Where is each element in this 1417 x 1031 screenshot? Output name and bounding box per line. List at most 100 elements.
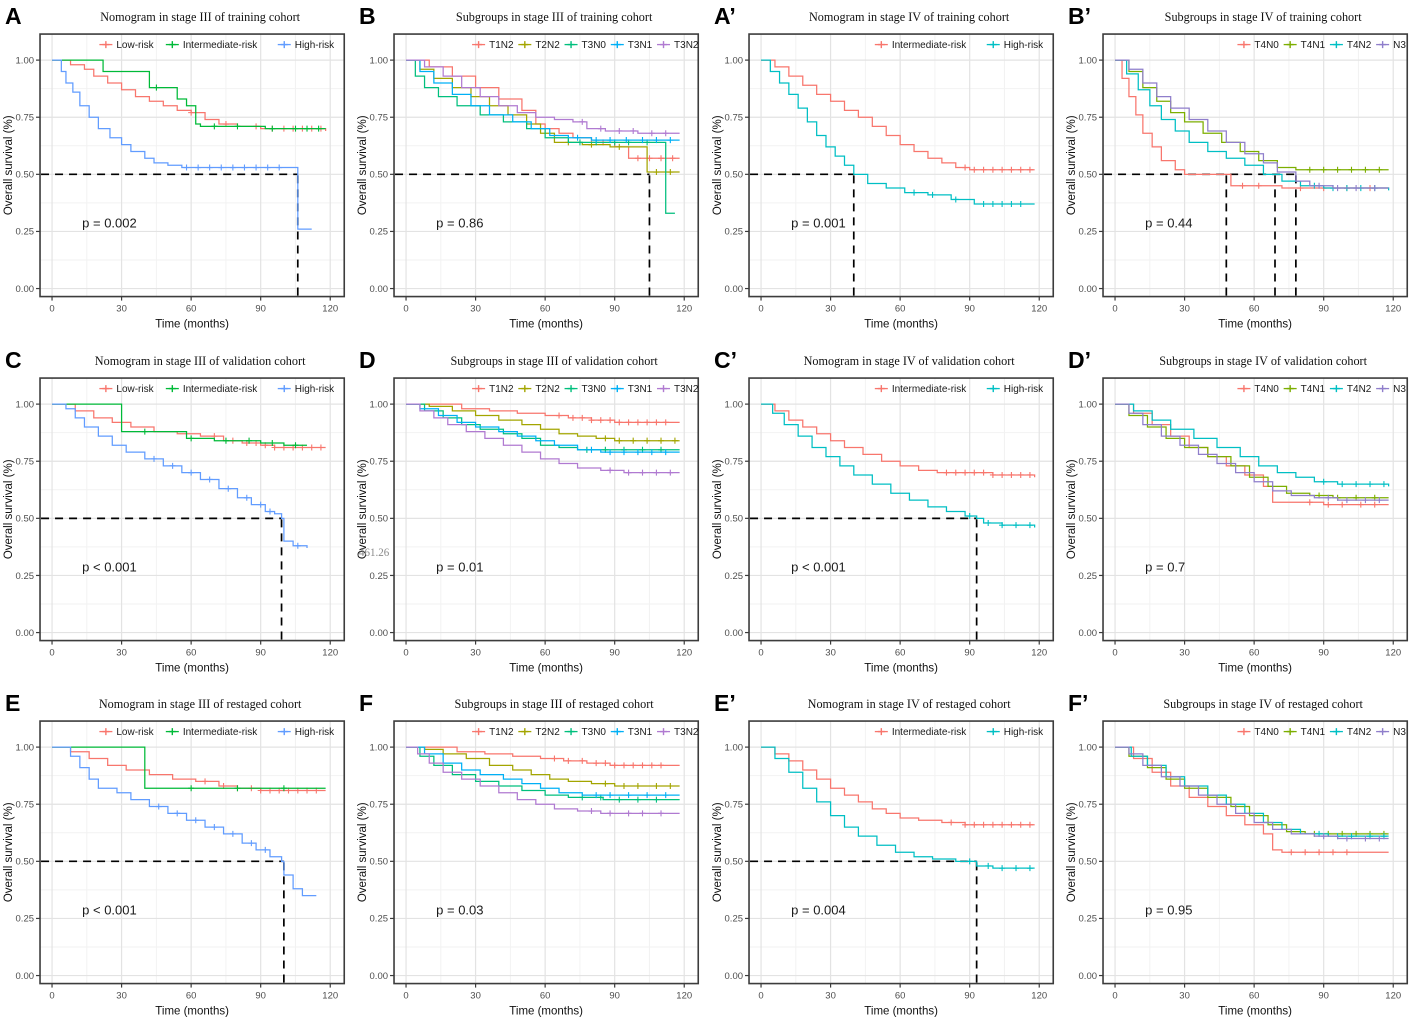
x-tick-label: 30 [471,647,482,658]
censor-tick [1017,166,1024,173]
y-tick-label: 1.00 [370,55,388,66]
censor-tick [635,783,642,790]
censor-tick [1239,182,1246,189]
legend-plus-icon [1332,728,1340,736]
censor-tick [1357,501,1364,508]
censor-tick [188,109,195,116]
panel-a-prime: 0 30 60 90 120 1.00 0.75 0.50 0.25 0.00 Time (mont… [709,0,1063,344]
censor-tick [961,822,968,829]
panel-title: Nomogram in stage III of restaged cohort [99,697,302,711]
km-curve-high-risk [52,59,312,230]
censor-tick [1376,496,1383,503]
km-curve-n3 [1114,59,1389,189]
plot-background [40,377,345,641]
km-curve-t4n2 [1114,59,1390,191]
plot-background [40,721,345,984]
y-tick-label: 0.00 [16,971,34,982]
y-axis-label: Overall survival (%) [357,115,369,215]
censor-tick [229,164,236,171]
censor-tick [1255,182,1262,189]
y-tick-label: 0.25 [370,570,388,581]
censor-tick [662,419,669,426]
km-plot-e: 0 30 60 90 120 1.00 0.75 0.50 0.25 0.00 Time (mont… [3,690,346,1018]
panel-letter: E [5,690,20,716]
censor-tick [1017,822,1024,829]
km-curve-n3 [1114,403,1389,501]
legend-item-t4n1: T4N1 [1283,727,1325,738]
censor-tick [635,419,642,426]
x-axis-label: Time (months) [1218,319,1292,331]
censor-tick [1320,833,1327,840]
legend-label: T3N0 [582,40,607,51]
censor-tick [621,762,628,769]
legend-item-t1n2: T1N2 [472,384,514,395]
censor-tick [1366,480,1373,487]
x-tick-label: 90 [255,991,266,1002]
p-value-label: p = 0.44 [1145,215,1192,230]
censor-tick [639,810,646,817]
censor-tick [1362,166,1369,173]
legend-label: T4N1 [1300,384,1325,395]
y-tick-label: 0.25 [16,570,34,581]
censor-tick [662,448,669,455]
censor-tick [961,164,968,171]
y-tick-label: 0.75 [16,456,34,467]
censor-tick [607,792,614,799]
censor-tick [269,125,276,132]
censor-tick [970,822,977,829]
panel-title: Subgroups in stage IV of training cohort [1164,10,1362,24]
censor-tick [1026,521,1033,528]
censor-tick [598,125,605,132]
panel-border [1101,33,1408,298]
legend-plus-icon [1378,384,1386,392]
legend-plus-icon [102,728,110,736]
panel-border [1101,720,1408,985]
censor-tick [616,419,623,426]
censor-tick [183,164,190,171]
censor-tick [1012,521,1019,528]
x-axis-label: Time (months) [864,1006,938,1018]
x-tick-label: 90 [1318,647,1329,658]
plot-background [748,377,1053,641]
legend-label: N3 [1393,727,1406,738]
panel-c: 0 30 60 90 120 1.00 0.75 0.50 0.25 0.00 Time (mont… [0,344,354,688]
legend-item-t1n2: T1N2 [472,727,514,738]
censor-tick [243,494,250,501]
censor-tick [1325,501,1332,508]
panel-title: Nomogram in stage IV of validation cohor… [803,354,1015,368]
y-tick-label: 0.25 [724,570,742,581]
legend-label: T3N0 [582,384,607,395]
km-curve-t3n0 [406,59,676,214]
legend-item-low-risk: Low-risk [99,727,155,738]
y-tick-label: 0.75 [370,456,388,467]
legend-label: T4N2 [1347,384,1372,395]
y-axis-label: Overall survival (%) [357,459,369,559]
legend-plus-icon [614,41,622,49]
y-tick-label: 0.50 [1078,513,1096,524]
censor-tick [998,865,1005,872]
censor-tick [658,810,665,817]
p-value-label: p = 0.86 [436,215,483,230]
censor-tick [669,155,676,162]
censor-tick [635,796,642,803]
y-tick-label: 0.25 [724,914,742,925]
censor-tick [1362,835,1369,842]
legend-item-high-risk: High-risk [986,727,1044,738]
legend-plus-icon [1332,41,1340,49]
legend-plus-icon [877,384,885,392]
km-plot-a-prime: 0 30 60 90 120 1.00 0.75 0.50 0.25 0.00 Time (mont… [712,3,1054,331]
km-curve-t3n1 [406,746,680,797]
x-tick-label: 60 [894,304,905,315]
x-tick-label: 0 [404,647,409,658]
panel-border [747,720,1054,985]
censor-tick [607,448,614,455]
legend-item-low-risk: Low-risk [99,384,155,395]
censor-tick [317,444,324,451]
x-tick-label: 90 [1318,991,1329,1002]
panel-a: 0 30 60 90 120 1.00 0.75 0.50 0.25 0.00 Time (mont… [0,0,354,344]
censor-tick [1338,501,1345,508]
censor-tick [577,139,584,146]
legend-label: Intermediate-risk [891,727,966,738]
y-tick-label: 0.75 [370,800,388,811]
